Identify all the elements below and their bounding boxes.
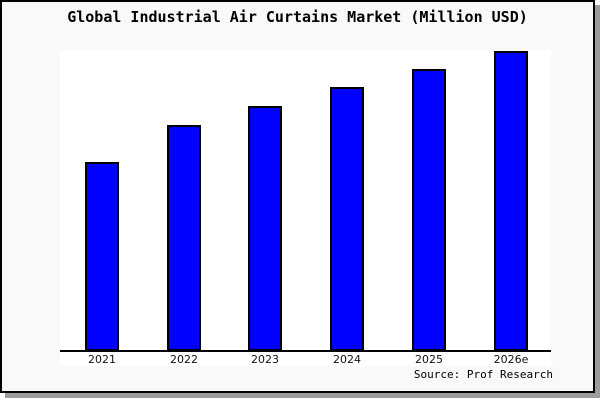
chart-frame: Global Industrial Air Curtains Market (M… (0, 0, 595, 393)
x-tick-label-2023: 2023 (251, 353, 279, 366)
x-axis-line (60, 350, 551, 352)
bar-2021 (85, 162, 119, 351)
x-tick-label-2024: 2024 (333, 353, 361, 366)
x-tick-label-2025: 2025 (415, 353, 443, 366)
plot-area (60, 50, 551, 366)
source-note: Source: Prof Research (413, 368, 553, 381)
bar-2026e (494, 51, 528, 351)
bar-2025 (412, 69, 446, 351)
x-tick-label-2026e: 2026e (493, 353, 529, 366)
chart-title: Global Industrial Air Curtains Market (M… (67, 8, 528, 26)
bar-2022 (167, 125, 201, 351)
x-tick-label-2022: 2022 (170, 353, 198, 366)
bar-2024 (330, 87, 364, 351)
bar-2023 (248, 106, 282, 351)
x-tick-label-2021: 2021 (88, 353, 116, 366)
